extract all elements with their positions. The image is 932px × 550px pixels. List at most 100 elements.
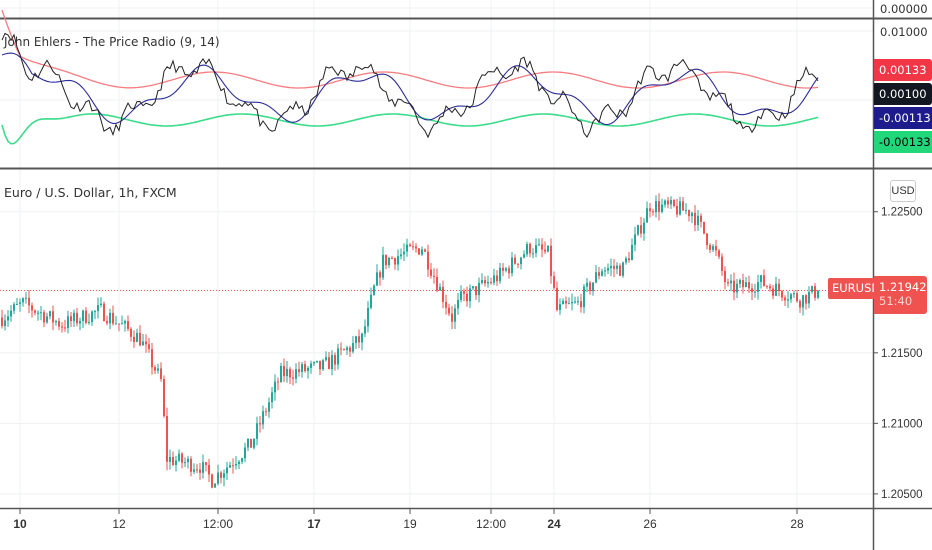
candle-body xyxy=(649,208,651,212)
candle-body xyxy=(139,332,141,346)
candle-body xyxy=(214,483,216,488)
candle-body xyxy=(286,368,288,377)
candle-body xyxy=(601,271,603,276)
candle-body xyxy=(259,423,261,425)
candle-body xyxy=(658,201,660,213)
candle-body xyxy=(706,233,708,246)
candle-body xyxy=(682,201,684,211)
candle-body xyxy=(589,282,591,291)
y-tick-label: 1.21000 xyxy=(881,418,923,430)
candle-body xyxy=(181,453,183,463)
candle-body xyxy=(406,244,408,252)
candle-body xyxy=(508,268,510,274)
candle-body xyxy=(748,282,750,289)
candle-body xyxy=(316,360,318,363)
candle-body xyxy=(52,311,54,323)
candle-body xyxy=(385,254,387,266)
candle-body xyxy=(535,245,537,254)
candle-body xyxy=(523,254,525,258)
candle-body xyxy=(499,267,501,282)
candle-body xyxy=(688,210,690,217)
candle-body xyxy=(778,283,780,292)
candle-body xyxy=(418,248,420,255)
candle-body xyxy=(25,297,27,299)
candle-body xyxy=(19,302,21,304)
candle-body xyxy=(310,363,312,368)
candle-body xyxy=(73,312,75,322)
candle-body xyxy=(103,303,105,321)
candle-body xyxy=(166,416,168,462)
x-tick-label: 12:00 xyxy=(476,517,506,531)
candle-body xyxy=(85,310,87,324)
candle-body xyxy=(61,326,63,328)
candle-body xyxy=(472,286,474,289)
candle-body xyxy=(64,327,66,329)
candle-body xyxy=(46,316,48,323)
candle-body xyxy=(223,473,225,478)
x-tick-label: 24 xyxy=(547,517,561,531)
candle-body xyxy=(661,204,663,213)
candle-body xyxy=(79,320,81,324)
candle-body xyxy=(763,275,765,286)
candle-body xyxy=(493,275,495,283)
candle-body xyxy=(679,201,681,215)
candle-body xyxy=(637,225,639,235)
candle-body xyxy=(265,411,267,413)
candle-body xyxy=(388,257,390,266)
candle-body xyxy=(766,285,768,287)
candle-body xyxy=(787,299,789,301)
candle-body xyxy=(664,200,666,205)
candle-body xyxy=(487,281,489,284)
currency-button[interactable]: USD xyxy=(890,180,916,202)
candle-body xyxy=(562,300,564,305)
candle-body xyxy=(721,256,723,271)
candle-body xyxy=(256,423,258,439)
candle-body xyxy=(40,312,42,314)
candle-body xyxy=(187,458,189,463)
indicator-legend[interactable]: John Ehlers - The Price Radio (9, 14) xyxy=(4,35,220,49)
candle-body xyxy=(175,460,177,465)
candle-body xyxy=(178,453,180,461)
candle-body xyxy=(148,344,150,350)
candle-body xyxy=(313,362,315,364)
candle-body xyxy=(142,341,144,346)
main-legend[interactable]: Euro / U.S. Dollar, 1h, FXCM xyxy=(4,185,177,200)
candle-body xyxy=(43,312,45,323)
candle-body xyxy=(319,360,321,370)
candle-body xyxy=(151,349,153,368)
candle-body xyxy=(283,365,285,377)
candle-body xyxy=(37,312,39,314)
indicator-lines xyxy=(1,9,819,145)
candle-body xyxy=(28,297,30,306)
candle-body xyxy=(100,303,102,306)
indicator-title: John Ehlers - The Price Radio (9, 14) xyxy=(4,35,220,49)
candle-body xyxy=(733,280,735,293)
candle-body xyxy=(460,291,462,300)
candle-body xyxy=(592,282,594,291)
candle-body xyxy=(565,300,567,304)
candle-body xyxy=(334,355,336,365)
candle-body xyxy=(7,316,9,321)
candle-body xyxy=(121,323,123,325)
axes: 1.22500 1.21500 1.21000 1.20500 10 12 12:00 17 1… xyxy=(13,207,922,531)
candle-body xyxy=(574,301,576,303)
candle-body xyxy=(226,467,228,474)
candle-body xyxy=(163,378,165,417)
y-tick-label: 1.22500 xyxy=(881,207,923,219)
candle-body xyxy=(469,288,471,302)
candle-body xyxy=(718,250,720,257)
candle-body xyxy=(457,299,459,309)
candle-body xyxy=(652,211,654,213)
candle-body xyxy=(700,215,702,222)
candle-body xyxy=(127,321,129,329)
x-tick-label: 17 xyxy=(307,517,321,531)
candle-body xyxy=(808,291,810,304)
candle-body xyxy=(91,311,93,322)
candle-body xyxy=(196,469,198,471)
candle-body xyxy=(112,312,114,324)
candle-body xyxy=(775,283,777,296)
candle-body xyxy=(172,457,174,465)
candle-body xyxy=(280,365,282,383)
candle-body xyxy=(475,286,477,296)
